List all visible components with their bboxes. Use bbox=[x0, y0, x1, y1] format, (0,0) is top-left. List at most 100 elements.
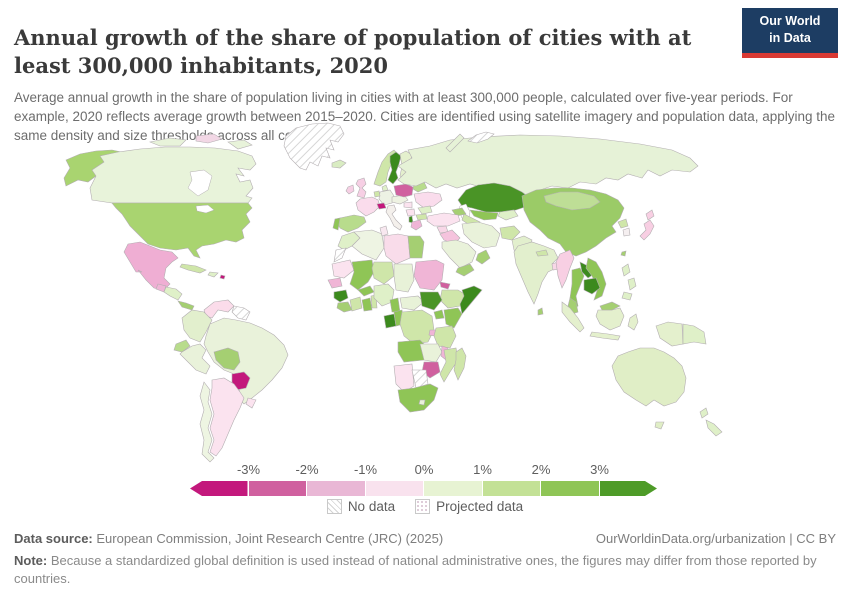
country-honduras-nicaragua[interactable] bbox=[163, 286, 183, 301]
country-ghana[interactable] bbox=[361, 297, 373, 312]
country-central-african-republic[interactable] bbox=[399, 295, 425, 311]
country-cambodia[interactable] bbox=[583, 277, 601, 295]
country-arctic-islands-2[interactable] bbox=[195, 133, 223, 144]
country-venezuela[interactable] bbox=[203, 299, 235, 319]
country-madagascar[interactable] bbox=[453, 347, 467, 381]
country-north-korea[interactable] bbox=[617, 218, 629, 229]
country-puerto-rico[interactable] bbox=[219, 274, 226, 280]
country-brazil[interactable] bbox=[203, 317, 289, 405]
country-italy[interactable] bbox=[385, 204, 403, 231]
country-tunisia[interactable] bbox=[379, 225, 389, 237]
country-thailand[interactable] bbox=[569, 267, 585, 311]
country-hispaniola[interactable] bbox=[207, 271, 219, 278]
country-bulgaria[interactable] bbox=[415, 213, 428, 221]
country-new-zealand-south[interactable] bbox=[705, 419, 723, 437]
country-namibia[interactable] bbox=[393, 363, 415, 393]
country-sierra-leone-liberia[interactable] bbox=[336, 301, 353, 313]
legend-bin-2[interactable] bbox=[307, 481, 365, 496]
country-arctic-islands[interactable] bbox=[148, 137, 187, 147]
country-saudi[interactable] bbox=[441, 239, 477, 269]
country-taiwan[interactable] bbox=[620, 250, 627, 257]
country-lesotho[interactable] bbox=[418, 399, 426, 406]
country-tasmania[interactable] bbox=[654, 421, 665, 430]
country-chad[interactable] bbox=[393, 263, 415, 293]
country-cameroon[interactable] bbox=[389, 297, 401, 313]
country-sweden[interactable] bbox=[387, 151, 402, 185]
country-australia[interactable] bbox=[611, 347, 687, 407]
country-chile[interactable] bbox=[199, 381, 215, 463]
country-mexico[interactable] bbox=[123, 241, 179, 291]
country-kenya[interactable] bbox=[443, 307, 463, 329]
country-oman[interactable] bbox=[475, 249, 491, 265]
country-gabon[interactable] bbox=[383, 313, 397, 329]
country-uk[interactable] bbox=[355, 177, 367, 199]
country-philippines-luzon[interactable] bbox=[621, 263, 631, 277]
country-nepal[interactable] bbox=[535, 249, 549, 257]
country-iceland[interactable] bbox=[331, 159, 347, 169]
country-india[interactable] bbox=[513, 241, 559, 305]
country-algeria[interactable] bbox=[351, 229, 385, 261]
country-eritrea[interactable] bbox=[439, 281, 451, 290]
country-guyanas[interactable] bbox=[231, 305, 251, 321]
country-canada[interactable] bbox=[89, 146, 257, 204]
owid-url-link[interactable]: OurWorldinData.org/urbanization | CC BY bbox=[595, 531, 836, 546]
country-denmark[interactable] bbox=[381, 184, 389, 192]
country-guinea[interactable] bbox=[333, 289, 349, 303]
country-france[interactable] bbox=[355, 196, 381, 217]
country-myanmar[interactable] bbox=[555, 249, 575, 289]
legend-projected-data[interactable]: Projected data bbox=[415, 499, 523, 514]
country-cuba[interactable] bbox=[179, 263, 207, 274]
country-usa[interactable] bbox=[111, 202, 253, 259]
legend-bin-6[interactable] bbox=[541, 481, 599, 496]
country-turkey[interactable] bbox=[426, 212, 461, 227]
country-bolivia[interactable] bbox=[213, 347, 241, 371]
country-russia[interactable] bbox=[397, 134, 699, 197]
country-mauritania[interactable] bbox=[331, 259, 355, 279]
country-mongolia[interactable] bbox=[543, 191, 601, 211]
country-drc[interactable] bbox=[399, 309, 435, 345]
legend-bin-4[interactable] bbox=[424, 481, 482, 496]
country-south-africa[interactable] bbox=[397, 383, 439, 413]
legend-bin-1[interactable] bbox=[248, 481, 306, 496]
country-china[interactable] bbox=[521, 187, 625, 257]
country-mali[interactable] bbox=[349, 259, 375, 291]
country-west-papua[interactable] bbox=[655, 321, 684, 347]
country-mozambique[interactable] bbox=[439, 347, 459, 383]
country-peru[interactable] bbox=[179, 343, 211, 375]
legend-no-data[interactable]: No data bbox=[326, 499, 395, 514]
country-ecuador[interactable] bbox=[173, 339, 191, 353]
legend-bin-5[interactable] bbox=[482, 481, 540, 496]
country-niger[interactable] bbox=[371, 261, 395, 285]
country-philippines-mindanao[interactable] bbox=[621, 291, 633, 301]
country-sumatra[interactable] bbox=[561, 301, 585, 333]
country-zambia[interactable] bbox=[419, 343, 443, 363]
country-spain[interactable] bbox=[336, 214, 367, 233]
country-novaya-zemlya[interactable] bbox=[445, 133, 465, 153]
country-botswana[interactable] bbox=[411, 369, 429, 389]
country-somalia[interactable] bbox=[459, 285, 483, 315]
country-uganda[interactable] bbox=[433, 309, 445, 320]
country-greece[interactable] bbox=[410, 219, 423, 231]
country-java[interactable] bbox=[589, 331, 621, 341]
country-greenland[interactable] bbox=[283, 122, 345, 171]
country-benelux[interactable] bbox=[373, 190, 381, 198]
country-philippines-visayas[interactable] bbox=[627, 277, 637, 291]
country-uzbekistan[interactable] bbox=[469, 209, 499, 221]
country-serbia-balkans[interactable] bbox=[405, 208, 416, 217]
country-malaysia-borneo[interactable] bbox=[599, 301, 621, 311]
country-argentina[interactable] bbox=[209, 377, 245, 457]
country-senegal[interactable] bbox=[327, 277, 343, 289]
country-caucasus[interactable] bbox=[451, 207, 467, 217]
country-sulawesi[interactable] bbox=[627, 313, 639, 331]
country-afghanistan[interactable] bbox=[499, 225, 521, 241]
country-ireland[interactable] bbox=[345, 184, 355, 195]
country-paraguay[interactable] bbox=[231, 371, 251, 391]
country-hungary[interactable] bbox=[403, 201, 413, 209]
country-uruguay[interactable] bbox=[245, 397, 257, 409]
country-papua-new-guinea[interactable] bbox=[682, 323, 707, 345]
owid-logo[interactable]: Our World in Data bbox=[742, 8, 838, 58]
legend-bin-0[interactable] bbox=[190, 481, 248, 496]
country-new-zealand-north[interactable] bbox=[699, 407, 709, 419]
country-yemen[interactable] bbox=[455, 263, 475, 277]
country-japan-honshu[interactable] bbox=[639, 219, 655, 241]
